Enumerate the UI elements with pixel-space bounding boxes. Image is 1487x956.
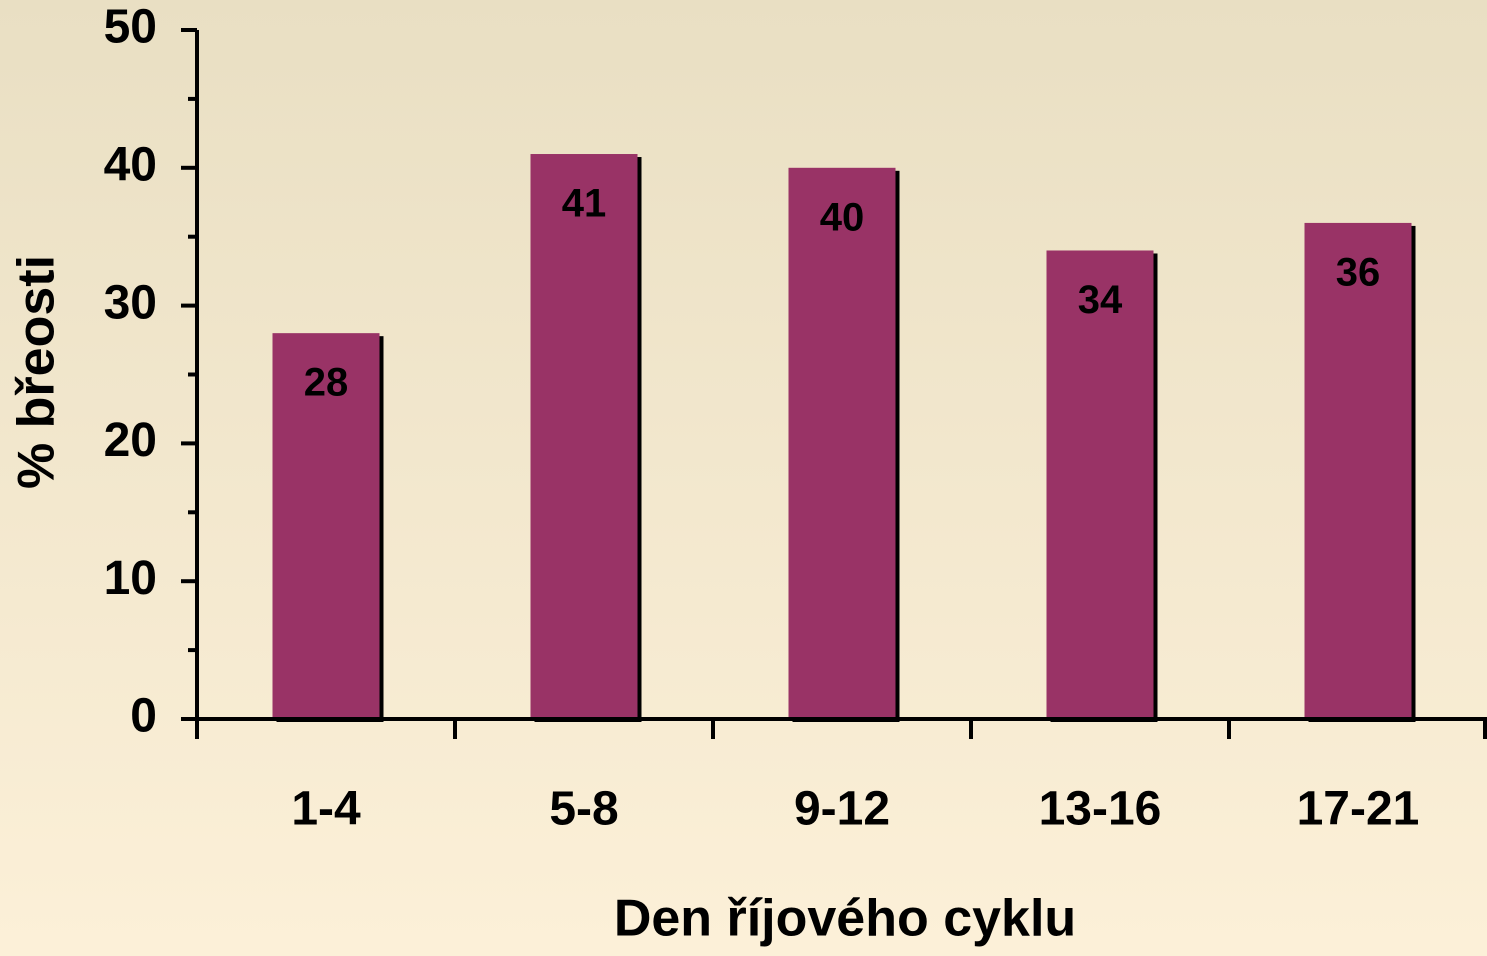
x-tick-label: 17-21 — [1297, 783, 1420, 836]
bar — [788, 167, 896, 720]
data-label: 28 — [304, 361, 349, 405]
x-tick-label: 5-8 — [549, 783, 618, 836]
x-axis-label: Den říjového cyklu — [614, 890, 1076, 948]
y-tick-label: 20 — [104, 414, 157, 467]
y-tick-label: 10 — [104, 552, 157, 605]
y-tick-label: 50 — [104, 1, 157, 54]
bar — [1304, 222, 1412, 720]
x-tick-label: 9-12 — [794, 783, 890, 836]
bar — [530, 154, 638, 719]
y-tick-label: 30 — [104, 276, 157, 329]
x-tick-label: 1-4 — [291, 783, 361, 836]
y-tick-label: 0 — [130, 690, 157, 743]
x-tick-label: 13-16 — [1039, 783, 1162, 836]
data-label: 41 — [562, 182, 607, 226]
data-label: 40 — [820, 195, 865, 239]
bar — [1046, 250, 1154, 720]
y-axis-label: % břeosti — [8, 255, 66, 489]
data-label: 36 — [1336, 250, 1381, 294]
data-label: 34 — [1078, 278, 1123, 322]
bar — [272, 333, 380, 719]
y-tick-label: 40 — [104, 138, 157, 191]
